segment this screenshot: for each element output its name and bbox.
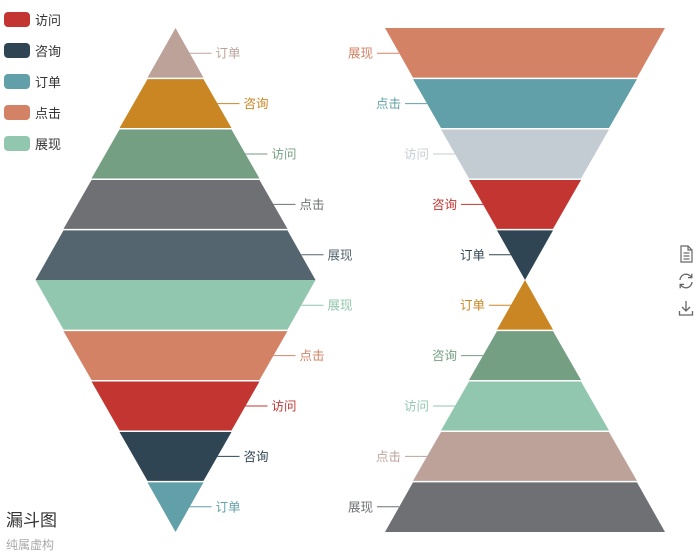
legend-label: 咨询 <box>35 45 62 60</box>
funnel-segment[interactable] <box>119 79 232 129</box>
funnel-segment[interactable] <box>469 179 581 229</box>
title-block: 漏斗图 纯属虚构 <box>6 510 57 554</box>
funnel-segment[interactable] <box>469 331 581 381</box>
funnel-segment[interactable] <box>441 129 609 179</box>
funnel-segment[interactable] <box>91 129 260 179</box>
funnel-segment[interactable] <box>35 280 316 330</box>
toolbox <box>676 244 696 325</box>
funnel-label: 咨询 <box>432 197 457 212</box>
funnel-label: 订单 <box>460 247 485 262</box>
funnel-label: 展现 <box>348 499 373 514</box>
funnel-label: 展现 <box>348 46 373 61</box>
save-image-icon[interactable] <box>676 298 696 318</box>
data-view-icon[interactable] <box>676 244 696 264</box>
legend: 访问 咨询 订单 点击 展现 <box>4 4 61 159</box>
funnel-segment[interactable] <box>35 230 316 280</box>
funnel-label: 访问 <box>272 147 297 162</box>
funnel-label: 咨询 <box>432 348 457 363</box>
funnel-segment[interactable] <box>497 230 553 280</box>
funnel-segment[interactable] <box>119 431 232 481</box>
legend-swatch <box>4 43 30 58</box>
funnel-label: 访问 <box>404 399 429 414</box>
funnel-label: 展现 <box>328 247 353 262</box>
funnel-segment[interactable] <box>147 482 204 532</box>
legend-item-click[interactable]: 点击 <box>4 97 61 128</box>
legend-item-visit[interactable]: 访问 <box>4 4 61 35</box>
funnel-segment[interactable] <box>441 381 609 431</box>
legend-swatch <box>4 74 30 89</box>
funnel-label: 订单 <box>460 298 485 313</box>
funnel-label: 点击 <box>300 348 325 363</box>
funnel-segment[interactable] <box>413 79 637 129</box>
funnel-label: 订单 <box>216 499 241 514</box>
funnel-segment[interactable] <box>91 381 260 431</box>
funnel-segment[interactable] <box>385 28 665 78</box>
funnel-segment[interactable] <box>413 431 637 481</box>
funnel-label: 访问 <box>272 399 297 414</box>
legend-item-consult[interactable]: 咨询 <box>4 35 61 66</box>
legend-label: 订单 <box>35 76 62 91</box>
legend-swatch <box>4 136 30 151</box>
chart-title: 漏斗图 <box>6 511 57 531</box>
legend-item-order[interactable]: 订单 <box>4 66 61 97</box>
restore-icon[interactable] <box>676 271 696 291</box>
funnel-segment[interactable] <box>147 28 204 78</box>
legend-label: 点击 <box>35 107 62 122</box>
funnel-label: 访问 <box>404 147 429 162</box>
legend-swatch <box>4 105 30 120</box>
funnel-label: 展现 <box>328 298 353 313</box>
funnel-label: 订单 <box>216 46 241 61</box>
chart-subtitle: 纯属虚构 <box>6 538 55 552</box>
legend-item-impression[interactable]: 展现 <box>4 128 61 159</box>
legend-label: 展现 <box>35 138 62 153</box>
legend-swatch <box>4 12 30 27</box>
funnel-segment[interactable] <box>385 482 665 532</box>
funnel-label: 点击 <box>376 449 401 464</box>
funnel-segment[interactable] <box>63 331 288 381</box>
funnel-label: 咨询 <box>244 449 269 464</box>
funnel-label: 咨询 <box>244 96 269 111</box>
funnel-segment[interactable] <box>63 179 288 229</box>
funnel-segment[interactable] <box>497 280 553 330</box>
legend-label: 访问 <box>35 14 62 29</box>
funnel-label: 点击 <box>376 96 401 111</box>
funnel-label: 点击 <box>300 197 325 212</box>
